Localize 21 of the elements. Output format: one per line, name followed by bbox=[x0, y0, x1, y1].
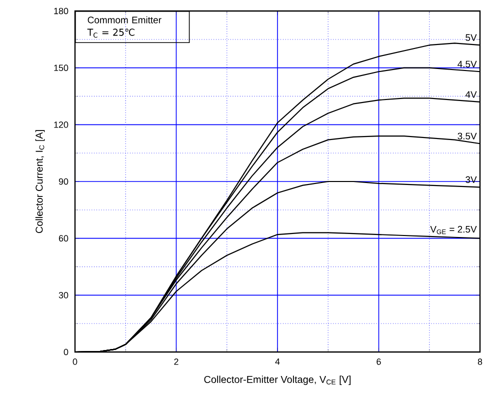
y-tick-label: 150 bbox=[54, 64, 68, 72]
x-tick-label: 4 bbox=[275, 358, 280, 365]
y-tick-label: 30 bbox=[58, 292, 68, 298]
legend-label: 4V bbox=[465, 91, 477, 98]
x-tick-label: 0 bbox=[72, 358, 78, 365]
legend-label: 5V bbox=[466, 34, 477, 41]
x-axis-title: Collector-Emitter Voltage, V$_{CE}$ [V] bbox=[204, 376, 351, 385]
y-axis-title: Collector Current, I$_{C}$ [A] bbox=[35, 130, 45, 234]
annotation: Commom Emitter bbox=[88, 16, 162, 24]
y-tick-label: 0 bbox=[64, 348, 68, 356]
legend-label: 4.5V bbox=[458, 60, 477, 68]
x-tick-label: 6 bbox=[376, 358, 381, 365]
x-tick-label: 2 bbox=[174, 358, 178, 365]
y-tick-label: 60 bbox=[58, 235, 68, 242]
x-tick-label: 8 bbox=[478, 358, 482, 365]
y-tick-label: 180 bbox=[54, 8, 68, 14]
y-tick-label: 90 bbox=[58, 178, 68, 185]
annotation: T$_{C}$ = 25℃ bbox=[87, 28, 135, 38]
y-tick-label: 120 bbox=[54, 121, 68, 128]
series-label: V$_{GE}$ = 2.5V bbox=[430, 226, 477, 234]
series-label: 3.5V bbox=[458, 132, 477, 140]
